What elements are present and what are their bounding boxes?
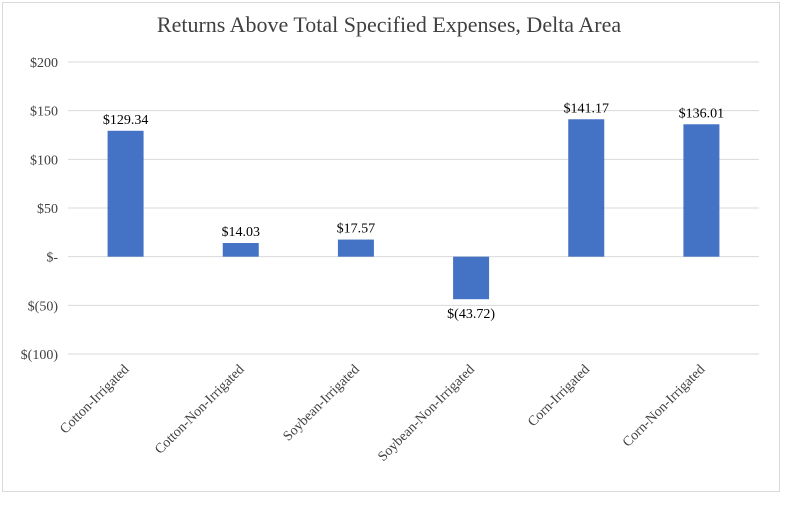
bar	[222, 243, 259, 257]
data-label: $14.03	[222, 225, 261, 240]
data-label: $17.57	[337, 222, 376, 237]
bar	[453, 256, 490, 300]
y-tick-label: $100	[30, 153, 58, 168]
y-tick-label: $(50)	[28, 299, 59, 314]
bar	[568, 119, 605, 257]
y-tick-label: $(100)	[21, 348, 59, 363]
x-tick-label: Soybean-Irrigated	[281, 362, 363, 444]
x-tick-label: Cotton-Non-Irrigated	[152, 362, 247, 457]
y-tick-label: $-	[46, 251, 58, 266]
y-tick-label: $150	[30, 105, 58, 120]
bar	[107, 130, 144, 257]
bar	[337, 239, 374, 257]
data-label: $141.17	[564, 101, 610, 116]
data-label: $129.34	[103, 113, 149, 128]
chart-title: Returns Above Total Specified Expenses, …	[156, 12, 622, 37]
x-tick-label: Corn-Non-Irrigated	[620, 362, 708, 450]
data-label: $136.01	[679, 106, 725, 121]
x-tick-label: Corn-Irrigated	[525, 362, 593, 430]
x-tick-label: Cotton-Irrigated	[57, 362, 132, 437]
y-tick-label: $50	[37, 202, 58, 217]
y-tick-label: $200	[30, 56, 58, 71]
data-label: $(43.72)	[447, 307, 495, 322]
bar	[683, 124, 720, 257]
x-tick-label: Soybean-Non-Irrigated	[375, 362, 477, 464]
